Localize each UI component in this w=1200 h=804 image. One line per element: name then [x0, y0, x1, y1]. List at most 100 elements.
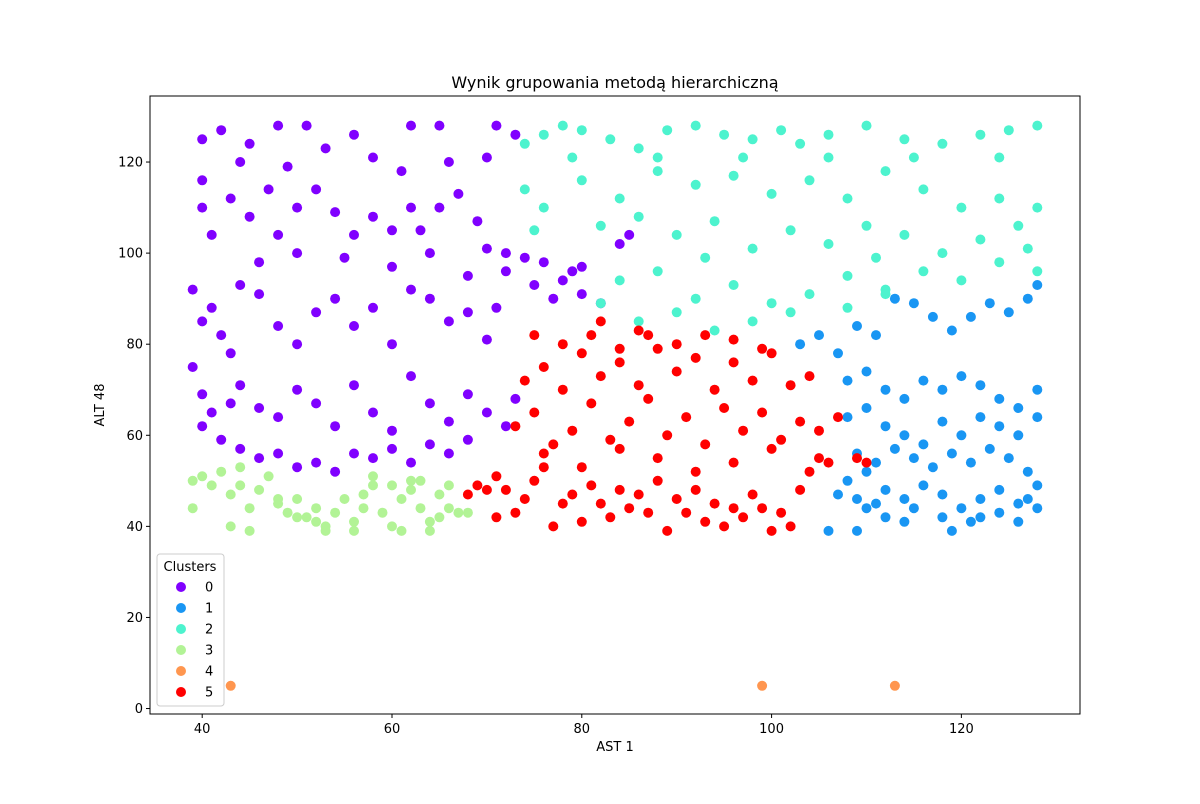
- point-cluster-3: [434, 489, 445, 500]
- plot-frame: [149, 95, 1081, 715]
- point-cluster-0: [187, 284, 198, 295]
- point-cluster-0: [387, 261, 397, 272]
- point-cluster-3: [387, 480, 397, 491]
- point-cluster-3: [311, 503, 322, 514]
- point-cluster-5: [633, 489, 644, 500]
- point-cluster-5: [586, 398, 597, 409]
- point-cluster-5: [491, 512, 502, 523]
- point-cluster-1: [1032, 480, 1043, 491]
- point-cluster-1: [823, 525, 834, 536]
- point-cluster-5: [614, 443, 625, 454]
- point-cluster-5: [728, 334, 739, 345]
- point-cluster-0: [244, 138, 255, 149]
- point-cluster-5: [519, 494, 530, 504]
- point-cluster-3: [301, 512, 312, 523]
- point-cluster-1: [927, 311, 938, 322]
- legend-label: 2: [205, 623, 213, 638]
- point-cluster-0: [538, 257, 549, 268]
- point-cluster-2: [738, 152, 749, 163]
- x-tick-label: 80: [574, 722, 591, 737]
- point-cluster-0: [443, 157, 454, 167]
- point-cluster-0: [368, 407, 378, 418]
- point-cluster-2: [652, 166, 663, 177]
- point-cluster-0: [301, 120, 312, 131]
- series-1: [795, 280, 1043, 536]
- point-cluster-2: [994, 193, 1005, 204]
- point-cluster-2: [538, 129, 549, 140]
- point-cluster-1: [833, 489, 843, 500]
- point-cluster-5: [690, 484, 701, 495]
- point-cluster-0: [368, 302, 378, 313]
- point-cluster-1: [833, 348, 843, 359]
- point-cluster-5: [510, 421, 521, 432]
- point-cluster-0: [614, 239, 625, 249]
- point-cluster-4: [757, 680, 768, 691]
- point-cluster-3: [424, 525, 435, 536]
- point-cluster-5: [738, 425, 749, 436]
- point-cluster-0: [424, 293, 435, 304]
- point-cluster-5: [576, 348, 587, 359]
- point-cluster-1: [965, 311, 976, 322]
- point-cluster-0: [254, 289, 265, 300]
- point-cluster-0: [273, 120, 284, 131]
- point-cluster-2: [652, 152, 663, 163]
- point-cluster-5: [766, 348, 777, 359]
- point-cluster-0: [462, 389, 473, 400]
- point-cluster-1: [927, 462, 938, 473]
- point-cluster-0: [529, 280, 540, 290]
- point-cluster-5: [595, 371, 606, 382]
- point-cluster-4: [225, 680, 236, 691]
- point-cluster-2: [614, 193, 625, 204]
- point-cluster-5: [662, 525, 673, 536]
- point-cluster-1: [965, 516, 976, 527]
- point-cluster-3: [349, 516, 359, 527]
- point-cluster-0: [406, 371, 416, 382]
- point-cluster-3: [406, 475, 416, 486]
- x-tick-label: 60: [384, 722, 401, 737]
- point-cluster-0: [273, 448, 284, 459]
- point-cluster-0: [311, 184, 322, 195]
- point-cluster-0: [510, 393, 521, 404]
- point-cluster-2: [937, 248, 948, 259]
- legend-item-4: 4: [176, 665, 213, 680]
- point-cluster-5: [766, 525, 777, 536]
- point-cluster-2: [975, 234, 986, 245]
- point-cluster-0: [349, 129, 359, 140]
- point-cluster-2: [994, 257, 1005, 268]
- point-cluster-2: [519, 184, 530, 195]
- point-cluster-5: [633, 325, 644, 336]
- point-cluster-3: [311, 516, 322, 527]
- point-cluster-0: [406, 457, 416, 468]
- point-cluster-1: [852, 321, 862, 331]
- point-cluster-0: [462, 434, 473, 445]
- point-cluster-2: [747, 134, 758, 145]
- point-cluster-1: [1022, 466, 1033, 477]
- point-cluster-0: [368, 211, 378, 222]
- series-4: [225, 680, 900, 691]
- point-cluster-2: [652, 266, 663, 277]
- point-cluster-0: [206, 229, 217, 240]
- point-cluster-3: [282, 507, 293, 518]
- point-cluster-0: [273, 229, 284, 240]
- point-cluster-3: [396, 494, 407, 504]
- point-cluster-1: [1032, 384, 1043, 395]
- point-cluster-5: [671, 339, 682, 350]
- point-cluster-2: [1032, 266, 1043, 277]
- point-cluster-0: [491, 302, 502, 313]
- point-cluster-1: [842, 375, 853, 386]
- point-cluster-0: [339, 252, 350, 263]
- y-axis-label: ALT 48: [93, 384, 108, 427]
- point-cluster-2: [766, 188, 777, 199]
- point-cluster-5: [719, 403, 730, 413]
- point-cluster-0: [387, 443, 397, 454]
- point-cluster-5: [757, 407, 768, 418]
- x-tick-label: 40: [194, 722, 211, 737]
- legend-item-1: 1: [176, 602, 213, 617]
- point-cluster-3: [254, 484, 265, 495]
- point-cluster-1: [880, 384, 891, 395]
- point-cluster-0: [206, 302, 217, 313]
- point-cluster-0: [320, 143, 331, 154]
- y-tick-label: 20: [126, 611, 143, 626]
- point-cluster-1: [889, 293, 900, 304]
- point-cluster-5: [472, 480, 483, 491]
